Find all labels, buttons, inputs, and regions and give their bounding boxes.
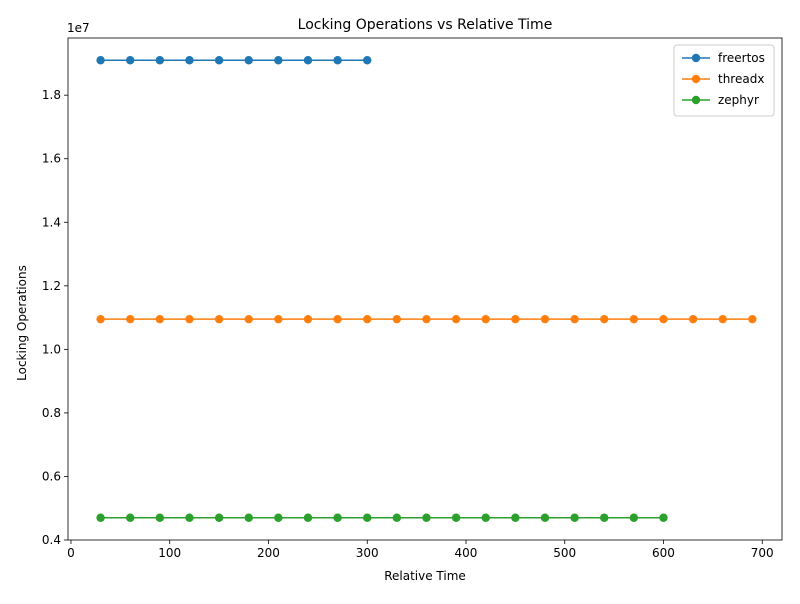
data-point-zephyr <box>600 513 609 522</box>
data-point-threadx <box>570 314 579 324</box>
data-point-zephyr <box>126 513 135 522</box>
data-point-freertos <box>185 56 194 65</box>
data-point-zephyr <box>214 513 224 522</box>
data-point-threadx <box>629 314 639 324</box>
x-tick-label: 700 <box>751 546 774 560</box>
legend-marker-threadx <box>691 74 701 84</box>
y-tick-label: 1.8 <box>42 88 61 102</box>
data-point-zephyr <box>570 513 579 522</box>
x-tick-label: 500 <box>553 546 576 560</box>
data-point-threadx <box>214 314 224 324</box>
data-point-threadx <box>155 314 165 324</box>
data-point-zephyr <box>392 513 402 522</box>
data-point-threadx <box>718 314 727 324</box>
data-point-zephyr <box>333 513 342 522</box>
data-point-threadx <box>511 314 520 324</box>
data-point-zephyr <box>96 513 105 522</box>
plot-area <box>96 56 757 522</box>
data-point-freertos <box>363 56 372 65</box>
x-tick-label: 0 <box>67 546 75 560</box>
data-point-threadx <box>688 314 698 324</box>
legend-label-zephyr: zephyr <box>718 93 759 107</box>
data-point-threadx <box>274 314 283 324</box>
y-tick-label: 0.4 <box>42 533 61 547</box>
data-point-threadx <box>451 314 461 324</box>
y-tick-label: 1.6 <box>42 152 61 166</box>
data-point-zephyr <box>363 513 372 522</box>
data-point-threadx <box>363 314 372 324</box>
y-tick-label: 1.0 <box>42 342 61 356</box>
data-point-freertos <box>126 56 135 65</box>
data-point-threadx <box>303 314 313 324</box>
legend-marker-freertos <box>691 53 701 63</box>
data-point-zephyr <box>244 513 253 522</box>
data-point-zephyr <box>629 513 639 522</box>
data-point-threadx <box>659 314 668 324</box>
data-point-threadx <box>600 314 609 324</box>
legend-marker-zephyr <box>691 95 701 105</box>
data-point-zephyr <box>422 513 431 522</box>
x-tick-label: 200 <box>257 546 280 560</box>
data-point-threadx <box>748 314 757 324</box>
x-tick-label: 400 <box>455 546 478 560</box>
data-point-freertos <box>214 56 224 65</box>
data-point-zephyr <box>155 513 165 522</box>
x-tick-label: 100 <box>158 546 181 560</box>
data-point-threadx <box>126 314 135 324</box>
data-point-zephyr <box>659 513 668 522</box>
data-point-freertos <box>333 56 342 65</box>
x-tick-label: 300 <box>356 546 379 560</box>
data-point-threadx <box>333 314 342 324</box>
y-tick-label: 0.8 <box>42 406 61 420</box>
data-point-zephyr <box>185 513 194 522</box>
data-point-zephyr <box>303 513 313 522</box>
data-point-threadx <box>392 314 402 324</box>
data-point-freertos <box>274 56 283 65</box>
y-axis-label: Locking Operations <box>15 265 29 381</box>
data-point-zephyr <box>511 513 520 522</box>
data-point-threadx <box>185 314 194 324</box>
y-tick-label: 0.6 <box>42 469 61 483</box>
legend-label-threadx: threadx <box>718 72 764 86</box>
y-offset-label: 1e7 <box>67 21 90 35</box>
data-point-freertos <box>155 56 165 65</box>
data-point-freertos <box>96 56 105 65</box>
x-tick-label: 600 <box>652 546 675 560</box>
legend: freertos threadx zephyr <box>673 44 775 117</box>
legend-label-freertos: freertos <box>718 51 765 65</box>
data-point-threadx <box>96 314 105 324</box>
data-point-zephyr <box>481 513 490 522</box>
axes-frame <box>67 37 783 541</box>
data-point-threadx <box>244 314 253 324</box>
data-point-zephyr <box>540 513 550 522</box>
data-point-zephyr <box>274 513 283 522</box>
y-tick-label: 1.4 <box>42 215 61 229</box>
data-point-freertos <box>244 56 253 65</box>
chart-title: Locking Operations vs Relative Time <box>298 17 553 33</box>
data-point-zephyr <box>451 513 461 522</box>
axes: 0 100 200 300 400 500 600 700 0.4 0.6 0.8 1.0 1.2 1.4… <box>42 37 783 560</box>
y-tick-label: 1.2 <box>42 279 61 293</box>
data-point-threadx <box>540 314 550 324</box>
data-point-freertos <box>303 56 313 65</box>
x-axis-label: Relative Time <box>384 569 466 583</box>
data-point-threadx <box>422 314 431 324</box>
data-point-threadx <box>481 314 490 324</box>
